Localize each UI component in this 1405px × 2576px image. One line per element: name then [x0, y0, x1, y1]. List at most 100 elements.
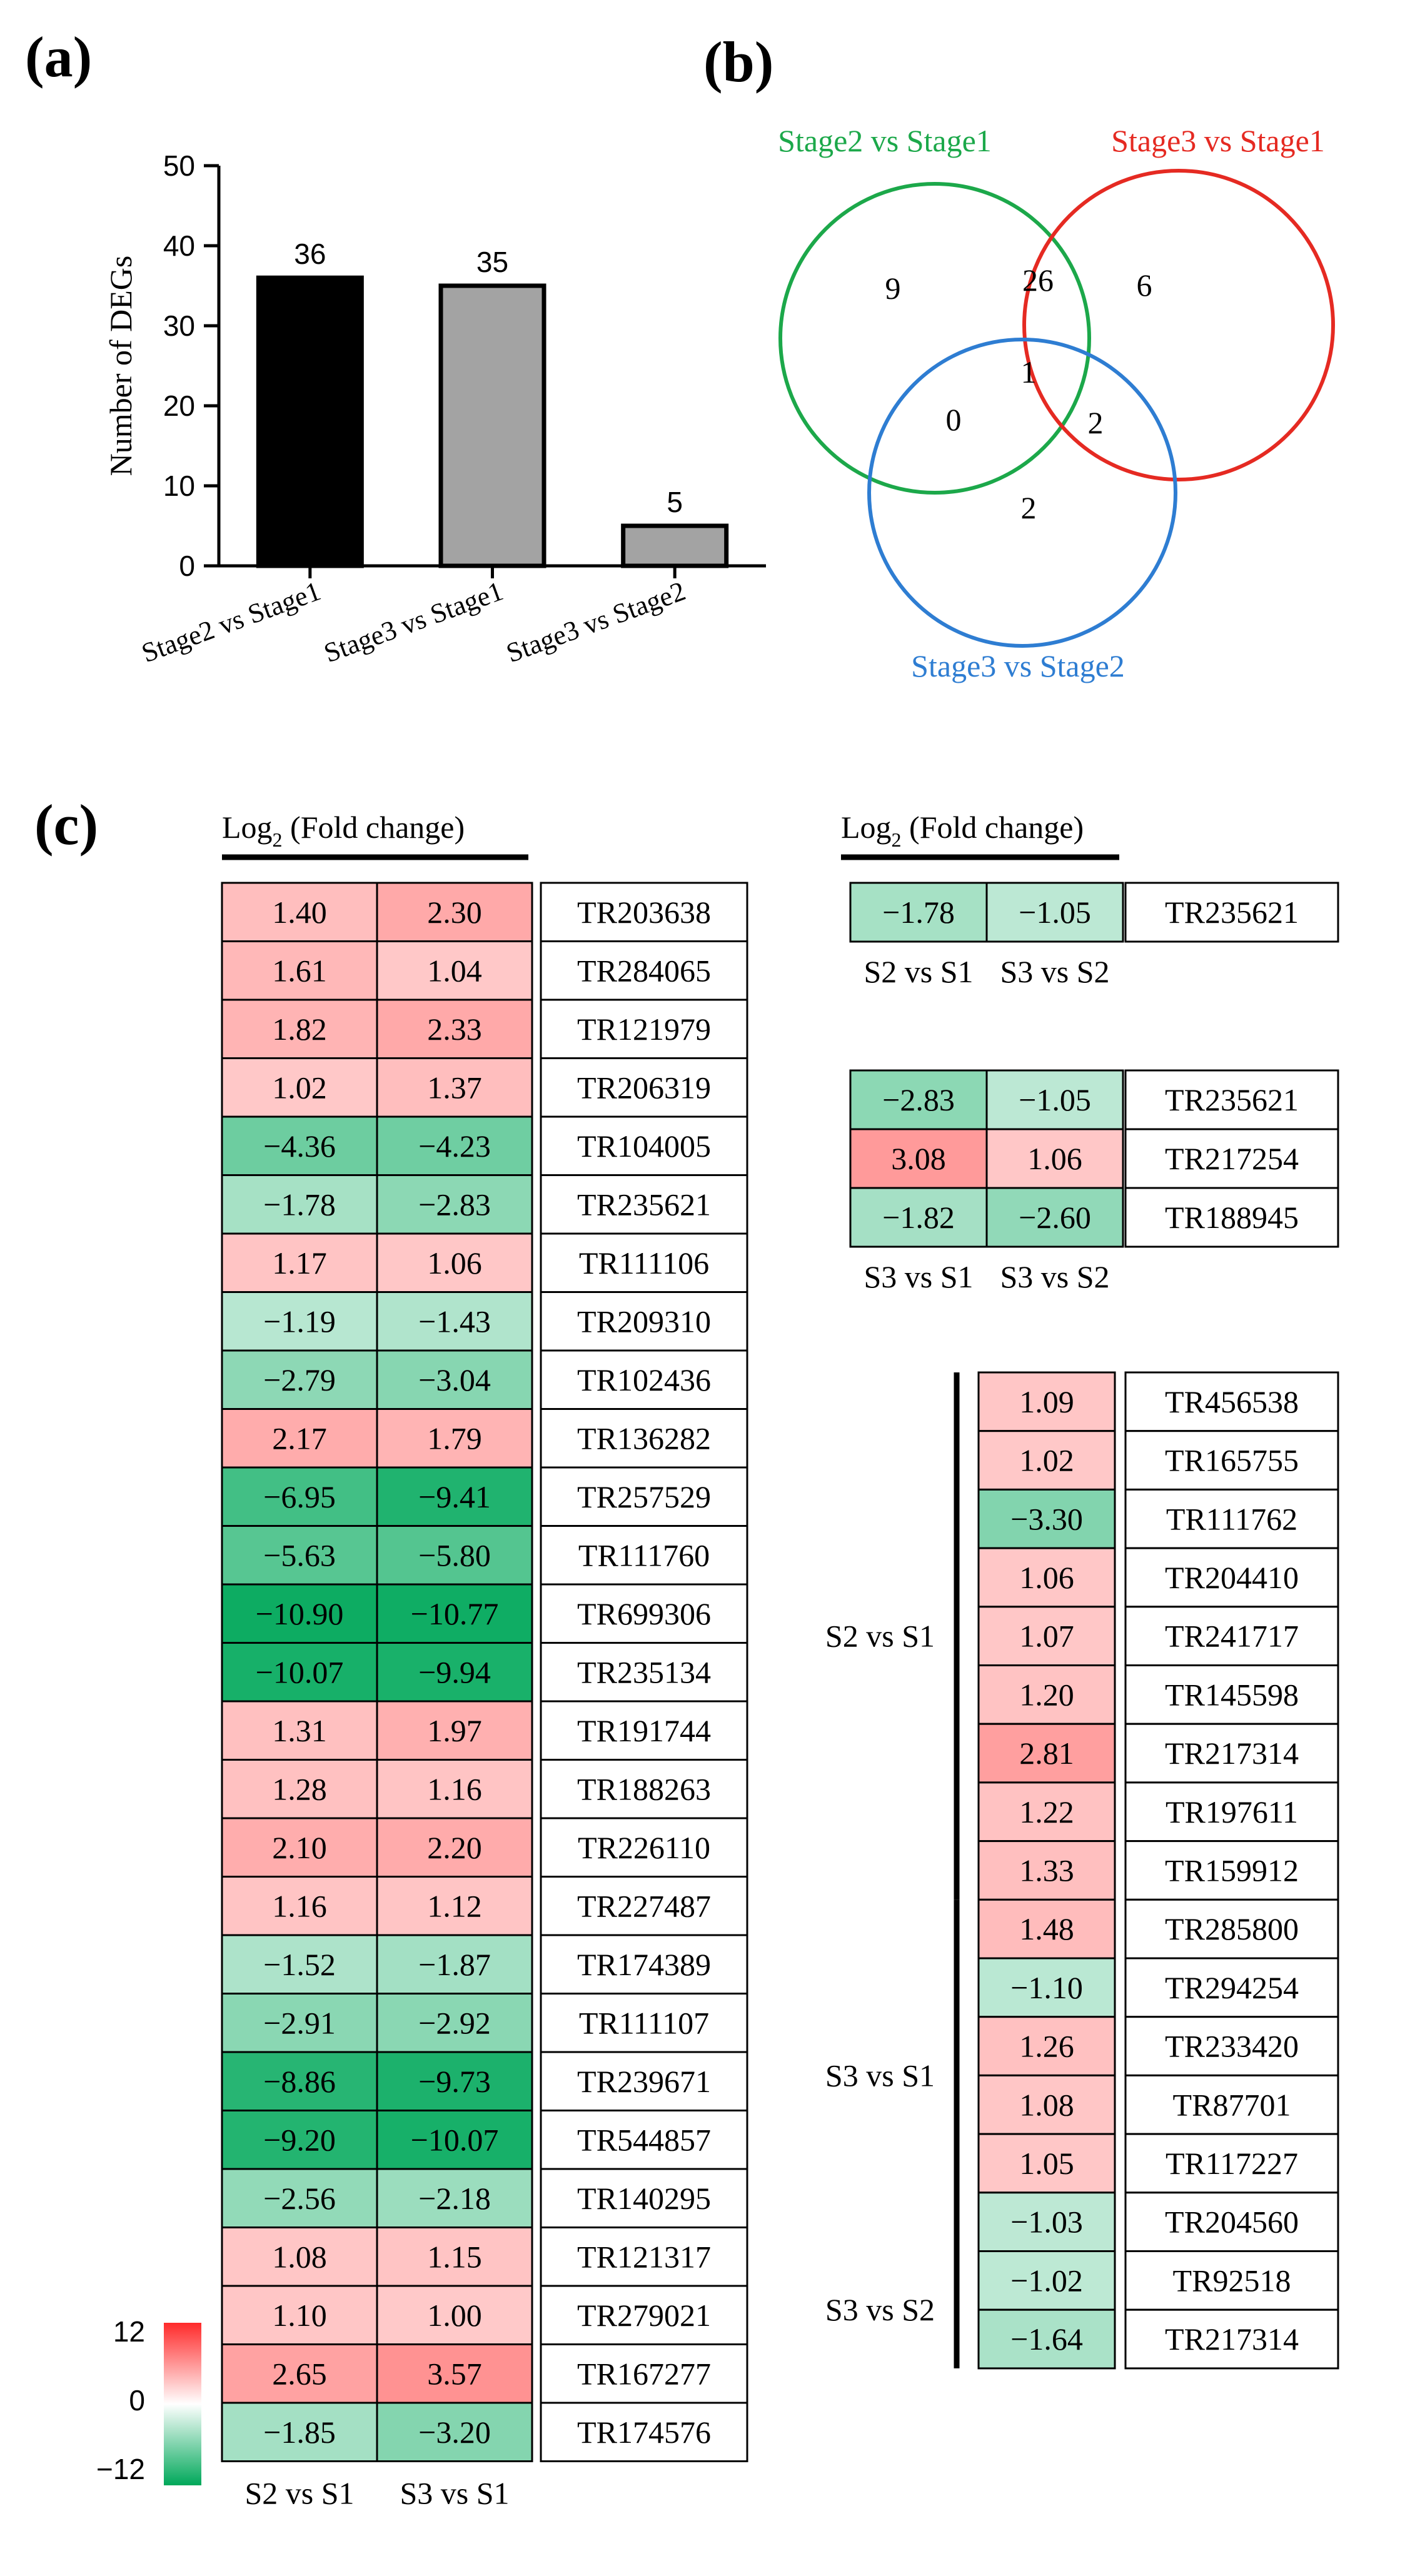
legend-tick-label: 0	[129, 2384, 145, 2417]
heatmap-cell	[977, 2074, 1116, 2135]
gene-id-box	[540, 1876, 748, 1936]
y-tick-label: 30	[163, 309, 195, 342]
heatmap-cell-value: 2.33	[427, 1012, 482, 1047]
heatmap-cell	[376, 1115, 533, 1176]
heatmap-cell-value: 1.22	[1019, 1794, 1074, 1829]
gene-id-label: TR197611	[1166, 1794, 1298, 1829]
heatmap-cell-value: 1.37	[427, 1070, 482, 1105]
heatmap-cell	[376, 2051, 533, 2111]
heatmap-cell-value: −1.43	[418, 1304, 491, 1339]
gene-id-box	[1124, 2133, 1339, 2194]
venn-diagram-b: Stage2 vs Stage1 Stage3 vs Stage1 Stage3 v…	[778, 123, 1335, 683]
heatmap-cell	[376, 1174, 533, 1235]
gene-id-label: TR145598	[1165, 1677, 1299, 1712]
heatmap-cell-value: −2.91	[263, 2005, 336, 2040]
heatmap-cell	[221, 1057, 378, 1118]
heatmap-block3-grid: −2.83 −1.05 TR235621 3.08 1.06 TR217254 −1.82 −…	[849, 1069, 1339, 1248]
heatmap-cell-value: −2.92	[418, 2005, 491, 2040]
heatmap-cell	[977, 2308, 1116, 2370]
heatmap-cell	[376, 1817, 533, 1878]
x-tick-label: Stage3 vs Stage2	[502, 575, 689, 668]
bar-data-label: 5	[667, 486, 683, 518]
heatmap-cell	[849, 882, 988, 943]
heatmap-cell	[221, 2285, 378, 2345]
heatmap-cell-value: 1.02	[272, 1070, 327, 1105]
gene-id-box	[1124, 2250, 1339, 2311]
heatmap-cell-value: −1.05	[1019, 1082, 1091, 1117]
heatmap-cell-value: −1.19	[263, 1304, 336, 1339]
heatmap-cell-value: 3.08	[891, 1141, 946, 1176]
gene-id-box	[540, 1934, 748, 1995]
heatmap-cell	[376, 1408, 533, 1469]
gene-id-box	[1124, 1187, 1339, 1248]
gene-id-label: TR188263	[577, 1771, 711, 1806]
heatmap-group-grid: 1.48 TR285800 −1.10 TR294254 1.26 TR233420 1.0…	[977, 1898, 1339, 2253]
x-tick-label: Stage3 vs Stage1	[320, 575, 507, 668]
bar-chart-a: 0 10 20 30 40 50 Number of DEGs 36 Stage2 vs Sta…	[103, 149, 766, 668]
heatmap-cell-value: 1.40	[272, 895, 327, 930]
gene-id-label: TR217314	[1165, 1736, 1299, 1771]
gene-id-label: TR165755	[1165, 1443, 1299, 1478]
gene-id-label: TR204410	[1165, 1560, 1299, 1595]
gene-id-box	[540, 1115, 748, 1176]
heatmap-cell-value: 1.28	[272, 1771, 327, 1806]
gene-id-box	[540, 2402, 748, 2462]
panel-label-c: (c)	[34, 793, 98, 857]
gene-id-label: TR87701	[1173, 2087, 1291, 2122]
gene-id-box	[1124, 2074, 1339, 2135]
heatmap-cell-value: 2.20	[427, 1830, 482, 1865]
heatmap-cell-value: 2.65	[272, 2356, 327, 2391]
heatmap-cell-value: −8.86	[263, 2064, 336, 2099]
heatmap-cell-value: −2.83	[418, 1187, 491, 1222]
heatmap-cell-value: 2.30	[427, 895, 482, 930]
color-scale-legend: 12 0 −12	[96, 2315, 201, 2485]
heatmap-cell-value: 1.26	[1019, 2029, 1074, 2064]
heatmap-cell	[376, 1057, 533, 1118]
gene-id-label: TR174389	[577, 1947, 711, 1982]
heatmap-cell-value: −1.64	[1010, 2322, 1083, 2357]
heatmap-cell-value: −1.02	[1010, 2263, 1083, 2298]
gene-id-box	[540, 2226, 748, 2287]
heatmap-cell-value: −10.90	[256, 1596, 344, 1631]
gene-id-label: TR121979	[577, 1012, 711, 1047]
heatmap-cell-value: 1.06	[1019, 1560, 1074, 1595]
heatmap-cell-value: 1.31	[272, 1713, 327, 1748]
y-tick-label: 10	[163, 470, 195, 502]
gene-id-box	[1124, 1781, 1339, 1843]
gene-id-box	[540, 1291, 748, 1352]
heatmap-cell	[376, 2402, 533, 2462]
heatmap-cell-value: 1.09	[1019, 1384, 1074, 1419]
heatmap-cell-value: −1.87	[418, 1947, 491, 1982]
heatmap-cell-value: −1.03	[1010, 2205, 1083, 2240]
heatmap-column-label: S3 vs S2	[1000, 954, 1109, 989]
heatmap-cell-value: −2.79	[263, 1362, 336, 1397]
heatmap-cell-value: −5.63	[263, 1537, 336, 1572]
gene-id-box	[540, 2110, 748, 2170]
heatmap-cell-value: 1.06	[427, 1245, 482, 1280]
gene-id-label: TR206319	[577, 1070, 711, 1105]
venn-region-count: 6	[1137, 268, 1152, 303]
heatmap-cell-value: 2.81	[1019, 1736, 1074, 1771]
heatmap-cell-value: 1.48	[1019, 1911, 1074, 1946]
bar	[621, 523, 729, 568]
venn-circle	[778, 182, 1091, 495]
venn-set-label: Stage3 vs Stage1	[1111, 123, 1325, 158]
gene-id-label: TR121317	[577, 2239, 711, 2274]
gene-id-box	[1124, 2016, 1339, 2076]
gene-id-label: TR217314	[1165, 2322, 1299, 2357]
heatmap-cell	[376, 1525, 533, 1586]
heatmap-cell-value: −10.07	[411, 2122, 499, 2157]
gene-id-box	[540, 1349, 748, 1410]
heatmap-cell	[376, 1349, 533, 1410]
y-tick-label: 20	[163, 390, 195, 422]
heatmap-cell	[221, 999, 378, 1059]
heatmap-cell	[977, 1781, 1116, 1843]
gene-id-label: TR111106	[579, 1245, 709, 1280]
heatmap-column-label: S3 vs S2	[1000, 1259, 1109, 1294]
heatmap-cell-value: −2.18	[418, 2181, 491, 2216]
heatmap-group-grid: 1.09 TR456538 1.02 TR165755 −3.30 TR111762 1.0…	[977, 1371, 1339, 1901]
heatmap-cell	[376, 1232, 533, 1293]
heatmap-cell	[977, 1664, 1116, 1725]
heatmap-cell	[221, 1349, 378, 1410]
